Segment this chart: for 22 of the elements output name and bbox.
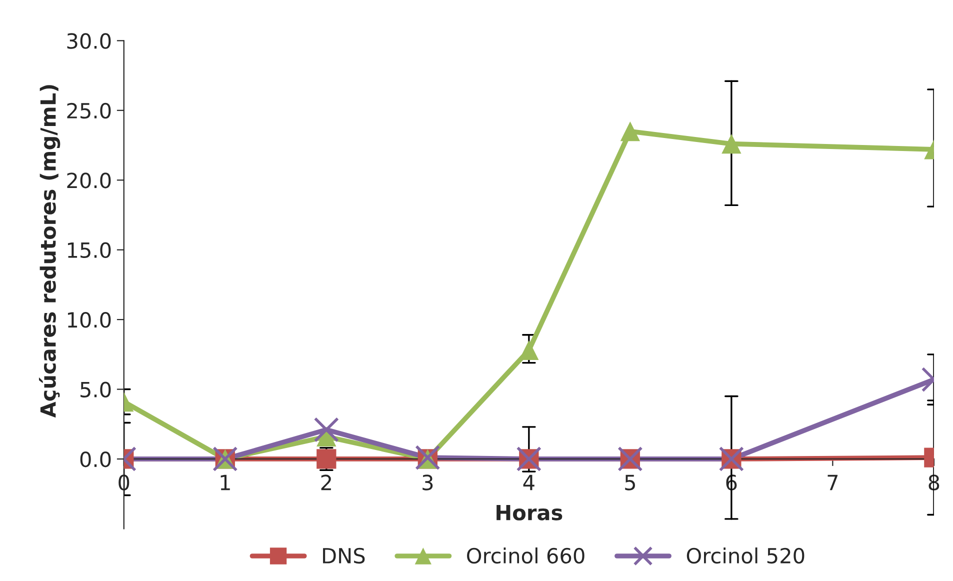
point [314, 417, 339, 442]
x-tick-label: 4 [523, 474, 534, 490]
y-tick-label: 0.0 [80, 451, 111, 468]
legend-label: Orcinol 660 [467, 547, 584, 564]
point [722, 134, 742, 154]
y-axis-title: Açúcares redutores (mg/mL) [38, 85, 60, 418]
y-tick-label: 5.0 [80, 382, 111, 398]
point [620, 121, 640, 142]
x-tick-label: 5 [625, 474, 635, 490]
y-tick-label: 20.0 [67, 172, 111, 188]
y-tick-label: 10.0 [68, 312, 111, 328]
legend-label: Orcinol 520 [686, 547, 804, 564]
x-axis-title: Horas [496, 504, 562, 520]
y-tick-label: 15.0 [68, 242, 111, 258]
x-tick-label: 7 [828, 474, 838, 490]
x-tick-label: 2 [321, 474, 331, 490]
point [415, 445, 440, 470]
y-tick-label: 25.0 [67, 102, 111, 119]
legend-label: DNS [323, 548, 365, 564]
x-tick-label: 3 [422, 474, 433, 490]
x-tick-label: 1 [220, 474, 230, 490]
y-tick-label: 30.0 [67, 33, 111, 49]
